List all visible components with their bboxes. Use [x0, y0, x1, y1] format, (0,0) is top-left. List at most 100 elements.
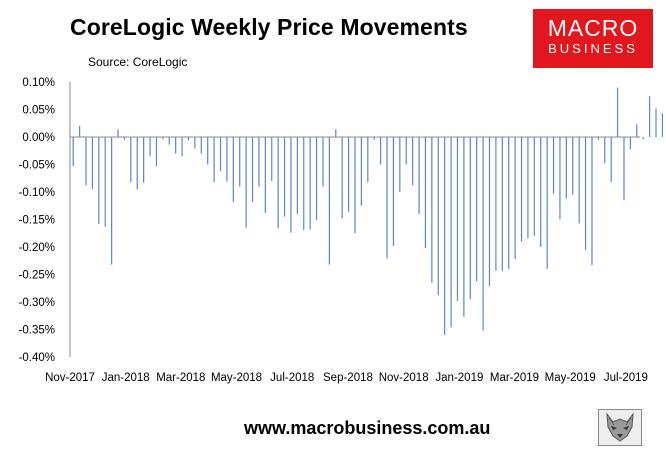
bar [143, 137, 145, 183]
bar [437, 137, 439, 296]
y-tick-label: 0.00% [22, 132, 55, 144]
price-movements-chart: 0.10% 0.05% 0.00% -0.05% -0.10% -0.15% -0.20% -… [19, 77, 664, 384]
y-tick-label: -0.05% [19, 160, 55, 172]
bar [418, 137, 420, 214]
bar [463, 137, 465, 317]
bar [271, 137, 273, 181]
bar [181, 137, 183, 157]
bar [540, 137, 542, 247]
bar [155, 137, 158, 167]
bar [431, 137, 433, 283]
bar [623, 137, 625, 201]
bar [649, 96, 651, 137]
bar [207, 137, 209, 165]
bar [380, 137, 382, 165]
bar [226, 137, 228, 182]
bar [354, 137, 356, 234]
bar [508, 137, 510, 269]
bar [309, 137, 311, 230]
y-tick-label: 0.05% [22, 105, 55, 117]
y-tick-label: 0.10% [22, 77, 55, 89]
bar [149, 137, 151, 157]
bar [72, 137, 74, 167]
bar [360, 137, 362, 206]
bar [392, 137, 395, 246]
bar [162, 137, 164, 140]
bar [264, 137, 266, 213]
y-axis: 0.10% 0.05% 0.00% -0.05% -0.10% -0.15% -0.20% -… [19, 77, 71, 364]
x-tick-label: May-2018 [211, 372, 262, 384]
bar [123, 137, 126, 140]
footer-url: www.macrobusiness.com.au [244, 418, 491, 438]
bar [616, 87, 619, 137]
bar [303, 137, 305, 230]
bar [296, 137, 298, 214]
y-tick-label: -0.40% [19, 352, 55, 364]
x-tick-label: May-2019 [545, 372, 596, 384]
bar [322, 137, 324, 187]
bar [476, 137, 478, 282]
bar [277, 137, 279, 229]
bar [488, 137, 491, 287]
bar [79, 126, 81, 137]
bar [501, 137, 503, 272]
x-tick-label: Sep-2018 [323, 372, 373, 384]
bar [98, 137, 100, 224]
x-tick-label: Jan-2018 [102, 372, 150, 384]
bar [565, 137, 567, 199]
x-tick-label: Mar-2019 [490, 372, 539, 384]
bar [642, 137, 644, 140]
bar [450, 137, 452, 328]
bar [341, 137, 343, 219]
bar [219, 137, 222, 172]
bar [168, 137, 170, 145]
x-axis: Nov-2017 Jan-2018 Mar-2018 May-2018 Jul-2018… [45, 136, 648, 384]
bar [251, 137, 254, 202]
chart-title: CoreLogic Weekly Price Movements [70, 14, 468, 40]
wolf-head-icon [598, 409, 642, 446]
bar [572, 137, 574, 195]
y-tick-label: -0.10% [19, 187, 55, 199]
bar [597, 137, 599, 140]
logo-text-top: MACRO [547, 15, 639, 41]
y-tick-label: -0.25% [19, 270, 55, 282]
bar [604, 137, 606, 164]
bar [91, 137, 94, 190]
bar [412, 137, 414, 186]
bar [456, 137, 459, 301]
bar [533, 137, 535, 236]
macrobusiness-logo: MACRO BUSINESS [533, 9, 653, 68]
y-tick-label: -0.30% [19, 297, 55, 309]
bar [495, 137, 497, 271]
bar [194, 137, 196, 149]
x-tick-label: Jul-2018 [270, 372, 314, 384]
bar-series [72, 87, 664, 335]
bar [245, 137, 247, 228]
x-tick-label: Jan-2019 [435, 372, 483, 384]
bar [373, 137, 375, 140]
bar [130, 137, 132, 183]
bar [258, 137, 260, 187]
bar [335, 129, 337, 137]
bar [591, 137, 593, 266]
bar [514, 137, 516, 260]
bar [520, 137, 523, 242]
bar [552, 137, 555, 194]
bar [290, 137, 292, 233]
x-tick-label: Mar-2018 [156, 372, 205, 384]
bar [111, 137, 113, 265]
bar [367, 137, 369, 183]
bar [405, 137, 407, 165]
bar [136, 137, 138, 190]
bar [328, 137, 330, 265]
bar [348, 137, 350, 212]
bar [629, 137, 631, 150]
x-tick-label: Nov-2017 [45, 372, 95, 384]
bar [85, 137, 87, 186]
bar [239, 137, 241, 187]
bar [636, 124, 638, 137]
bar [213, 137, 215, 183]
bar [578, 137, 580, 224]
bar [187, 137, 190, 141]
bar [315, 137, 318, 221]
